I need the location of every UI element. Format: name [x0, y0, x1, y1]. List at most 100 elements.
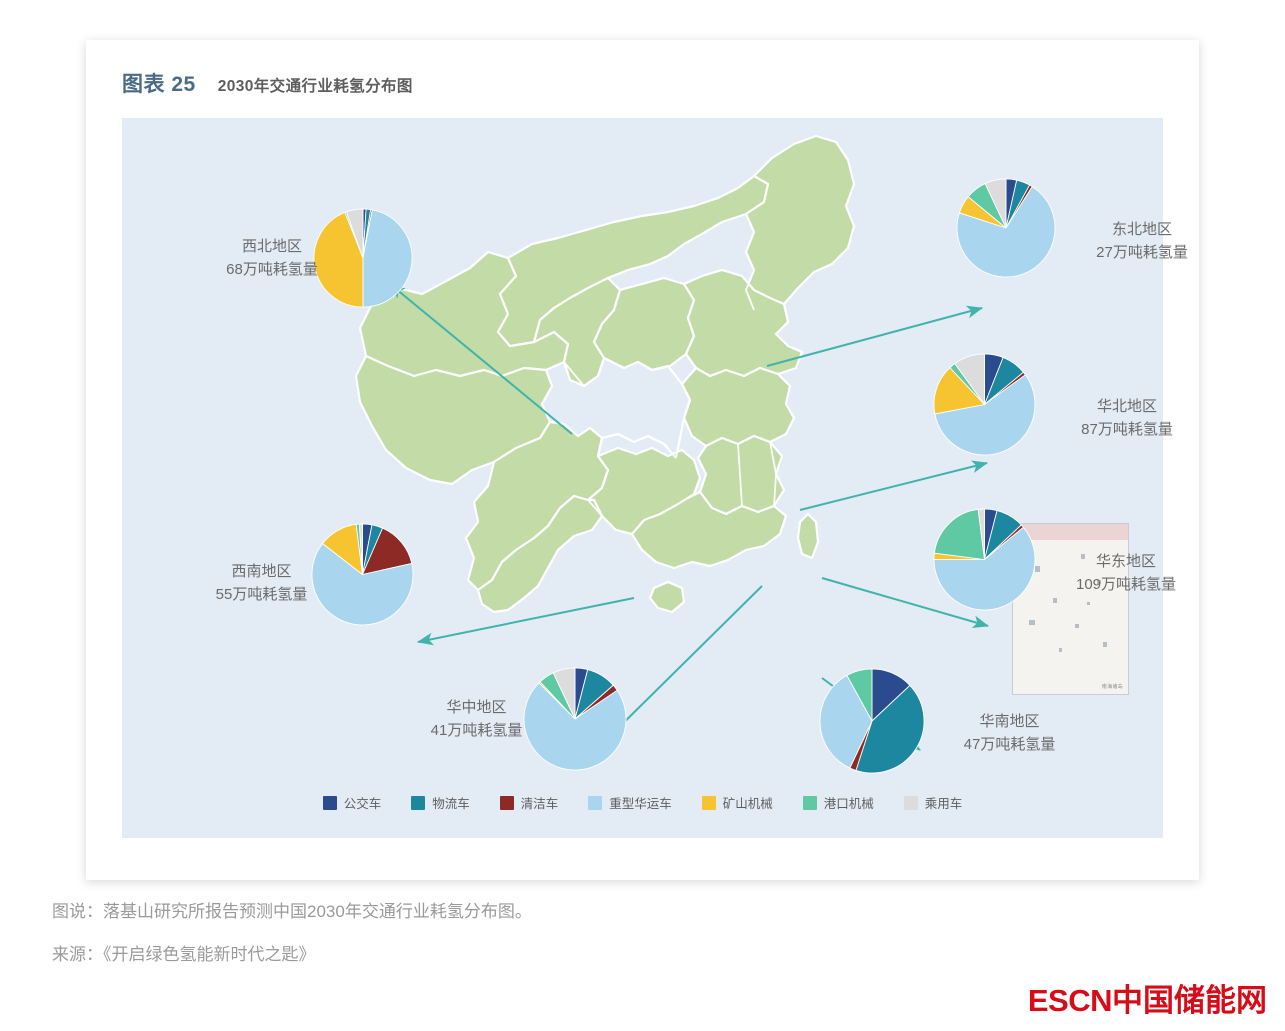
pie-slice-乘用车: [984, 178, 1007, 229]
china-map-svg: [354, 134, 856, 614]
pie-central[interactable]: [523, 667, 627, 771]
legend-label: 清洁车: [520, 797, 559, 811]
pie-southwest-svg: [311, 523, 414, 626]
caption-source: 来源：《开启绿色氢能新时代之匙》: [52, 945, 316, 964]
figure-title: 2030年交通行业耗氢分布图: [217, 78, 413, 95]
pie-slice-港口机械: [933, 508, 986, 561]
legend-label: 重型华运车: [609, 797, 672, 811]
pie-northeast[interactable]: [956, 178, 1056, 278]
label-east: 华东地区 109万吨耗氢量: [1047, 550, 1205, 597]
legend-swatch-icon: [802, 795, 817, 810]
arrow-north: [799, 460, 988, 511]
label-south-name: 华南地区: [979, 713, 1040, 730]
legend-label: 矿山机械: [722, 797, 773, 811]
legend-item-2[interactable]: 清洁车: [499, 793, 559, 812]
legend-label: 物流车: [432, 797, 470, 811]
pie-slice-乘用车: [552, 667, 576, 720]
pie-north-svg: [933, 353, 1036, 456]
label-northwest-value: 68万吨耗氢量: [226, 261, 318, 279]
label-northeast-value: 27万吨耗氢量: [1096, 244, 1188, 262]
pie-slice-重型华运车: [956, 185, 1056, 278]
legend-item-3[interactable]: 重型华运车: [588, 793, 672, 812]
legend-swatch-icon: [499, 795, 514, 810]
chart-legend: 公交车 物流车 清洁车 重型华运车 矿山机械 港口机械 乘用车: [122, 793, 1163, 812]
pie-slice-港口机械: [846, 668, 873, 722]
legend-item-6[interactable]: 乘用车: [903, 793, 963, 812]
pie-slice-矿山机械: [313, 211, 364, 308]
pie-south[interactable]: [819, 668, 925, 774]
label-southwest-value: 55万吨耗氢量: [215, 586, 308, 604]
arrow-northeast: [766, 305, 983, 367]
pie-slice-乘用车: [358, 523, 363, 575]
pie-slice-重型华运车: [362, 209, 413, 308]
inset-island-dot: [1053, 598, 1057, 603]
figure-number: 图表 25: [122, 73, 196, 96]
legend-swatch-icon: [701, 795, 716, 810]
pie-slice-乘用车: [977, 508, 985, 560]
arrow-northwest: [389, 283, 573, 435]
pie-east-svg: [933, 508, 1036, 611]
pie-slice-重型华运车: [934, 374, 1036, 456]
pie-slice-矿山机械: [933, 367, 986, 415]
label-east-name: 华东地区: [1095, 553, 1156, 570]
label-southwest: 西南地区 55万吨耗氢量: [184, 560, 339, 607]
label-central-name: 华中地区: [446, 699, 507, 716]
arrow-east: [821, 577, 989, 628]
label-northwest: 西北地区 68万吨耗氢量: [197, 235, 347, 282]
pie-central-svg: [523, 667, 627, 771]
legend-swatch-icon: [903, 795, 918, 810]
legend-swatch-icon: [588, 795, 603, 810]
caption-description: 图说：落基山研究所报告预测中国2030年交通行业耗氢分布图。: [52, 902, 532, 921]
figure-card: 图表 25 2030年交通行业耗氢分布图: [86, 40, 1199, 880]
legend-item-1[interactable]: 物流车: [411, 793, 470, 812]
escn-logo-en: ESCN: [1027, 983, 1113, 1018]
label-central-value: 41万吨耗氢量: [430, 722, 523, 740]
escn-logo-cn: 中国储能网: [1112, 983, 1267, 1018]
legend-label: 公交车: [343, 797, 382, 811]
inset-island-dot: [1087, 602, 1090, 605]
pie-slice-乘用车: [345, 208, 364, 259]
label-north-name: 华北地区: [1096, 398, 1157, 415]
label-northwest-name: 西北地区: [241, 238, 302, 255]
inset-island-dot: [1029, 620, 1035, 625]
china-map: 南海诸岛: [122, 118, 1163, 838]
pie-south-svg: [819, 668, 925, 774]
pie-east[interactable]: [933, 508, 1036, 611]
legend-swatch-icon: [411, 795, 426, 810]
inset-island-dot: [1081, 554, 1085, 559]
label-east-value: 109万吨耗氢量: [1075, 576, 1177, 594]
label-north: 华北地区 87万吨耗氢量: [1052, 395, 1202, 442]
label-south: 华南地区 47万吨耗氢量: [932, 710, 1087, 757]
label-south-value: 47万吨耗氢量: [963, 736, 1056, 754]
pie-slice-清洁车: [361, 527, 413, 576]
figure-header: 图表 25 2030年交通行业耗氢分布图: [122, 68, 413, 98]
legend-item-4[interactable]: 矿山机械: [701, 793, 773, 812]
chart-panel: 南海诸岛: [122, 118, 1188, 838]
arrow-southwest: [417, 597, 635, 646]
inset-top-strip: [1013, 524, 1128, 540]
legend-label: 乘用车: [924, 797, 963, 811]
inset-island-dot: [1103, 642, 1107, 647]
pie-slice-重型华运车: [311, 542, 414, 626]
pie-northeast-svg: [956, 178, 1056, 278]
inset-caption: 南海诸岛: [1101, 684, 1123, 690]
label-southwest-name: 西南地区: [231, 563, 292, 580]
escn-logo: ESCN中国储能网: [1028, 975, 1267, 1020]
pie-slice-重型华运车: [523, 682, 627, 771]
label-northeast-name: 东北地区: [1111, 221, 1172, 238]
label-northeast: 东北地区 27万吨耗氢量: [1067, 218, 1217, 265]
legend-item-5[interactable]: 港口机械: [802, 793, 874, 812]
pie-slice-物流车: [855, 684, 925, 774]
label-central: 华中地区 41万吨耗氢量: [399, 696, 554, 743]
inset-island-dot: [1059, 648, 1062, 652]
pie-southwest[interactable]: [311, 523, 414, 626]
pie-northwest[interactable]: [313, 208, 413, 308]
pie-north[interactable]: [933, 353, 1036, 456]
pie-slice-重型华运车: [819, 674, 873, 769]
inset-island-dot: [1035, 566, 1040, 572]
pie-slice-乘用车: [954, 353, 985, 406]
label-north-value: 87万吨耗氢量: [1081, 421, 1173, 439]
legend-label: 港口机械: [823, 797, 874, 811]
legend-item-0[interactable]: 公交车: [322, 793, 382, 812]
